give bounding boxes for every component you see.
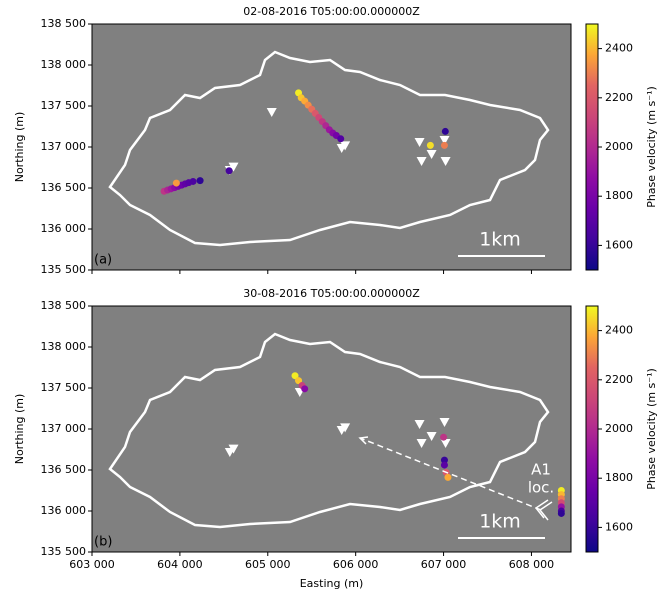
y-axis-label: Northing (m) (13, 112, 26, 183)
scale-bar-label: 1km (479, 229, 521, 251)
annotation: A1 (531, 461, 551, 479)
annotation-line (359, 437, 542, 511)
point (225, 167, 233, 175)
panel-label: (a) (94, 253, 112, 268)
y-tick-label: 138 500 (41, 17, 87, 30)
site-outline (108, 50, 550, 247)
panel-label: (b) (94, 535, 112, 550)
panel-title: 02-08-2016 T05:00:00.000000Z (243, 5, 420, 18)
station (439, 418, 450, 428)
y-tick-label: 136 500 (41, 181, 87, 194)
y-tick-label: 136 000 (41, 222, 87, 235)
scale-bar-label: 1km (479, 511, 521, 533)
point (295, 377, 303, 385)
colorbar-label: Phase velocity (m s⁻¹) (645, 368, 658, 490)
point (301, 385, 309, 393)
point (444, 473, 452, 481)
y-tick-label: 137 000 (41, 140, 87, 153)
x-tick-label: 608 000 (509, 558, 555, 571)
colorbar-tick-label: 2200 (605, 373, 633, 386)
point (441, 127, 449, 135)
station (426, 149, 437, 159)
point (189, 177, 197, 185)
station (414, 137, 425, 147)
point (337, 135, 345, 143)
point (557, 509, 565, 517)
station (340, 141, 351, 151)
y-tick-label: 137 000 (41, 422, 87, 435)
colorbar-tick-label: 1800 (605, 189, 633, 202)
site-outline (108, 332, 550, 529)
point (440, 456, 448, 464)
station (440, 157, 451, 167)
plot-area (92, 24, 571, 270)
plot-area (92, 306, 571, 552)
y-tick-label: 136 000 (41, 504, 87, 517)
y-tick-label: 136 500 (41, 463, 87, 476)
y-tick-label: 137 500 (41, 381, 87, 394)
point (426, 141, 434, 149)
x-tick-label: 605 000 (245, 558, 291, 571)
point (440, 433, 448, 441)
colorbar-tick-label: 2000 (605, 140, 633, 153)
point (196, 177, 204, 185)
colorbar-tick-label: 1800 (605, 471, 633, 484)
colorbar-tick-label: 2400 (605, 324, 633, 337)
colorbar-tick-label: 2200 (605, 91, 633, 104)
y-tick-label: 135 500 (41, 263, 87, 276)
station (440, 439, 451, 449)
station (340, 423, 351, 433)
colorbar-tick-label: 2000 (605, 422, 633, 435)
y-tick-label: 137 500 (41, 99, 87, 112)
point (172, 179, 180, 187)
panel-title: 30-08-2016 T05:00:00.000000Z (243, 287, 420, 300)
y-tick-label: 138 000 (41, 340, 87, 353)
station (416, 157, 427, 167)
point (440, 141, 448, 149)
x-tick-label: 607 000 (421, 558, 467, 571)
y-tick-label: 135 500 (41, 545, 87, 558)
x-tick-label: 606 000 (333, 558, 379, 571)
colorbar (585, 305, 599, 553)
station (266, 107, 277, 117)
colorbar-tick-label: 1600 (605, 520, 633, 533)
station (416, 439, 427, 449)
station (439, 136, 450, 146)
station (414, 419, 425, 429)
y-axis-label: Northing (m) (13, 394, 26, 465)
colorbar-label: Phase velocity (m s⁻¹) (645, 86, 658, 208)
colorbar-tick-label: 1600 (605, 238, 633, 251)
station (228, 162, 239, 172)
x-axis-label: Easting (m) (300, 577, 364, 590)
station (228, 444, 239, 454)
colorbar-tick-label: 2400 (605, 42, 633, 55)
station (426, 431, 437, 441)
annotation-arrow (358, 436, 369, 445)
y-tick-label: 138 500 (41, 299, 87, 312)
point (291, 372, 299, 380)
y-tick-label: 138 000 (41, 58, 87, 71)
point (440, 461, 448, 469)
x-tick-label: 603 000 (69, 558, 115, 571)
colorbar (585, 23, 599, 271)
annotation: loc. (528, 479, 554, 497)
x-tick-label: 604 000 (157, 558, 203, 571)
annotation-chevrons (534, 499, 553, 521)
